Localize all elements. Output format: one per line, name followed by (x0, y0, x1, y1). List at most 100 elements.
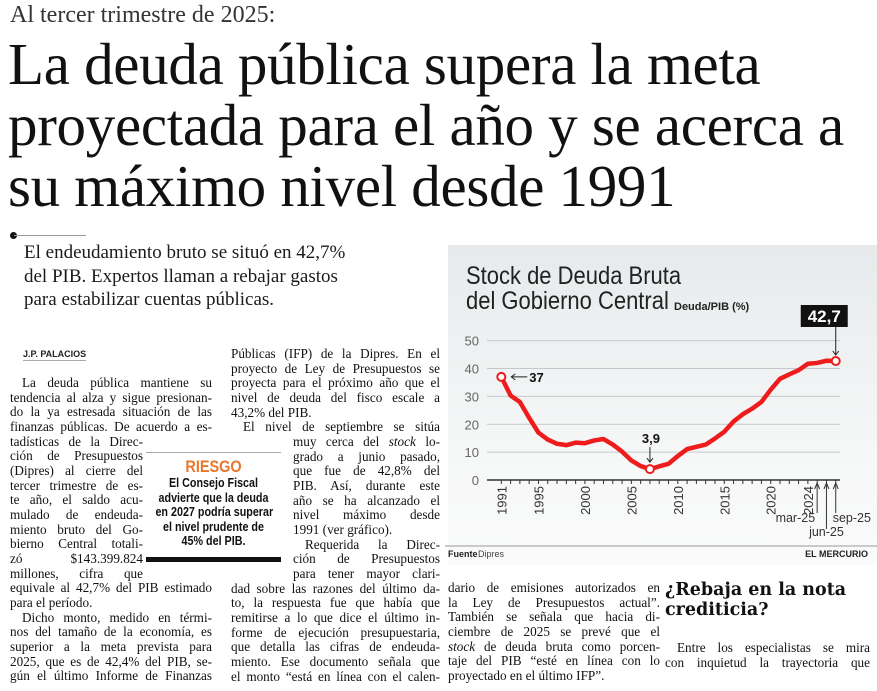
x-tick-label: 1991 (494, 486, 509, 515)
text-line: proyecta para el próximo año que el (231, 375, 440, 391)
text-line: ciembre de 2025 se prevé que el (448, 624, 660, 640)
text-line: 43,2% del PIB. (231, 404, 312, 420)
text-line: stock de deuda bruta como porcen- (448, 638, 660, 654)
text-line: proyectado en el último IFP”. (448, 668, 605, 684)
text-line: con inquietud la trayectoria que (665, 654, 870, 670)
text-line: muy cerca del stock lo- (293, 434, 440, 450)
text-line: te año, el saldo acu- (10, 492, 143, 508)
byline: J.P. PALACIOS (23, 349, 87, 361)
annotated-point (830, 355, 841, 366)
dek-line: para estabilizar cuentas públicas. (24, 289, 275, 310)
dek-line: del PIB. Expertos llaman a rebajar gasto… (24, 265, 338, 287)
headline-line: La deuda pública supera la meta (8, 31, 761, 97)
bullet-dot-icon (10, 232, 17, 239)
text-line: ción de Presupuestos (10, 448, 143, 464)
data-label: 37 (529, 370, 543, 385)
month-label: mar-25 (776, 511, 816, 525)
x-tick-label: 2015 (717, 486, 732, 515)
text-line: equivale al 42,7% del PIB estimado (10, 580, 212, 596)
text-line: para el período. (10, 595, 93, 611)
data-label: 3,9 (642, 431, 660, 446)
article-column-3: dario de emisiones autorizados en la Ley … (448, 580, 660, 684)
text-line: El nivel de septiembre se sitúa (243, 419, 440, 435)
annotated-point (644, 464, 655, 475)
up-arrow-icon (823, 481, 830, 490)
headline-line: proyectada para el año y se acerca a (8, 92, 844, 158)
text-line: bierno Central totali- (10, 536, 143, 552)
dek-line: El endeudamiento bruto se situó en 42,7% (24, 242, 346, 263)
text-line: Entre los especialistas se mira (677, 640, 870, 655)
callout-line: en 2027 podría superar (155, 505, 274, 520)
divider (10, 231, 86, 239)
text-line: nivel máximo desde (293, 507, 440, 523)
up-arrow-icon (814, 481, 821, 490)
headline: La deuda pública supera la meta proyecta… (8, 34, 844, 217)
series-line (499, 358, 838, 472)
dek: El endeudamiento bruto se situó en 42,7%… (24, 241, 345, 312)
x-tick-label: 2024 (801, 486, 816, 515)
callout-line: 45% del PIB. (181, 534, 246, 549)
x-tick-label: 2010 (671, 486, 686, 515)
value-box (800, 305, 848, 327)
text-line: miento. Ese documento señala que (231, 654, 440, 670)
text-line: gún el último Informe de Finanzas (10, 668, 212, 684)
month-label: jun-25 (808, 525, 844, 539)
text-line: dad sobre las razones del último da- (231, 580, 440, 596)
source-label: Fuente (448, 549, 478, 559)
text-line: Públicas (IFP) de la Dipres. En el (231, 346, 440, 361)
x-tick-label: 1995 (531, 486, 546, 515)
text-line: 1991 (ver gráfico). (293, 522, 393, 538)
month-label: sep-25 (833, 511, 871, 525)
subheading-line: ¿Rebaja en la nota (665, 580, 847, 600)
callout-line: El Consejo Fiscal (168, 476, 259, 490)
text-line: millones, cifra que (10, 565, 143, 581)
y-tick-label: 50 (465, 334, 479, 349)
left-arrow-icon (510, 373, 528, 381)
text-line: También se señala que hacia di- (448, 609, 660, 625)
text-line: ción de Presupuestos (293, 551, 440, 567)
y-tick-label: 20 (465, 417, 479, 432)
down-arrow-icon (646, 447, 654, 463)
text-line: dario de emisiones autorizados en (448, 580, 660, 595)
text-line: (Dipres) al cierre del (10, 463, 143, 479)
riesgo-label: RIESGO (185, 457, 242, 476)
text-line: superior a la meta prevista para (10, 639, 212, 655)
text-line: miento bruto del Go- (10, 521, 143, 537)
y-tick-label: 0 (472, 473, 479, 488)
chart-title: del Gobierno Central (466, 287, 669, 315)
text-line: Requerida la Direc- (305, 536, 440, 552)
article-column-1: La deuda pública mantiene su tendencia al… (10, 375, 212, 684)
y-axis-label: Deuda/PIB (%) (674, 301, 750, 313)
y-tick-label: 40 (465, 362, 479, 377)
text-line: taje del PIB “esté en línea con lo (448, 653, 660, 669)
callout-line: el nivel prudente de (163, 519, 264, 534)
text-line: tercer trimestre de es- (10, 477, 143, 493)
subheading: ¿Rebaja en la nota crediticia? (665, 580, 846, 620)
text-line: nos del tamaño de la economía, es (10, 624, 212, 640)
callout-line: advierte que la deuda (158, 490, 269, 505)
up-arrow-icon (832, 481, 839, 490)
riesgo-callout: RIESGO El Consejo Fiscal advierte que la… (146, 452, 281, 564)
text-line: tendencia al alza y sigue presionan- (10, 389, 212, 405)
text-line: finanzas públicas. De acuerdo a es- (10, 419, 212, 435)
y-tick-label: 10 (465, 445, 479, 460)
text-line: PIB. Así, durante este (293, 478, 440, 494)
text-line: do la ya estresada situación de las (10, 404, 212, 420)
x-tick-label: 2005 (624, 486, 639, 515)
text-line: 2025, que es de 42,4% del PIB, se- (10, 653, 212, 669)
text-line: La deuda pública mantiene su (22, 375, 212, 390)
text-line: que detalla las cifras de endeuda- (231, 639, 440, 655)
article-column-2: Públicas (IFP) de la Dipres. En el proyec… (231, 346, 440, 684)
article-column-4: Entre los especialistas se mira con inqui… (665, 640, 870, 670)
text-line: Dicho monto, medido en térmi- (22, 609, 212, 625)
text-line: to, la respuesta fue que había que (231, 595, 440, 611)
down-arrow-icon (832, 327, 840, 356)
debt-chart: Stock de Deuda Bruta del Gobierno Central… (445, 245, 877, 565)
text-line: mulado de endeuda- (10, 507, 143, 523)
text-line: tadísticas de la Direc- (10, 433, 143, 449)
chart-title: Stock de Deuda Bruta (466, 262, 682, 290)
brand-label: EL MERCURIO (805, 549, 868, 559)
x-tick-label: 2020 (764, 486, 779, 515)
y-tick-label: 30 (465, 389, 479, 404)
